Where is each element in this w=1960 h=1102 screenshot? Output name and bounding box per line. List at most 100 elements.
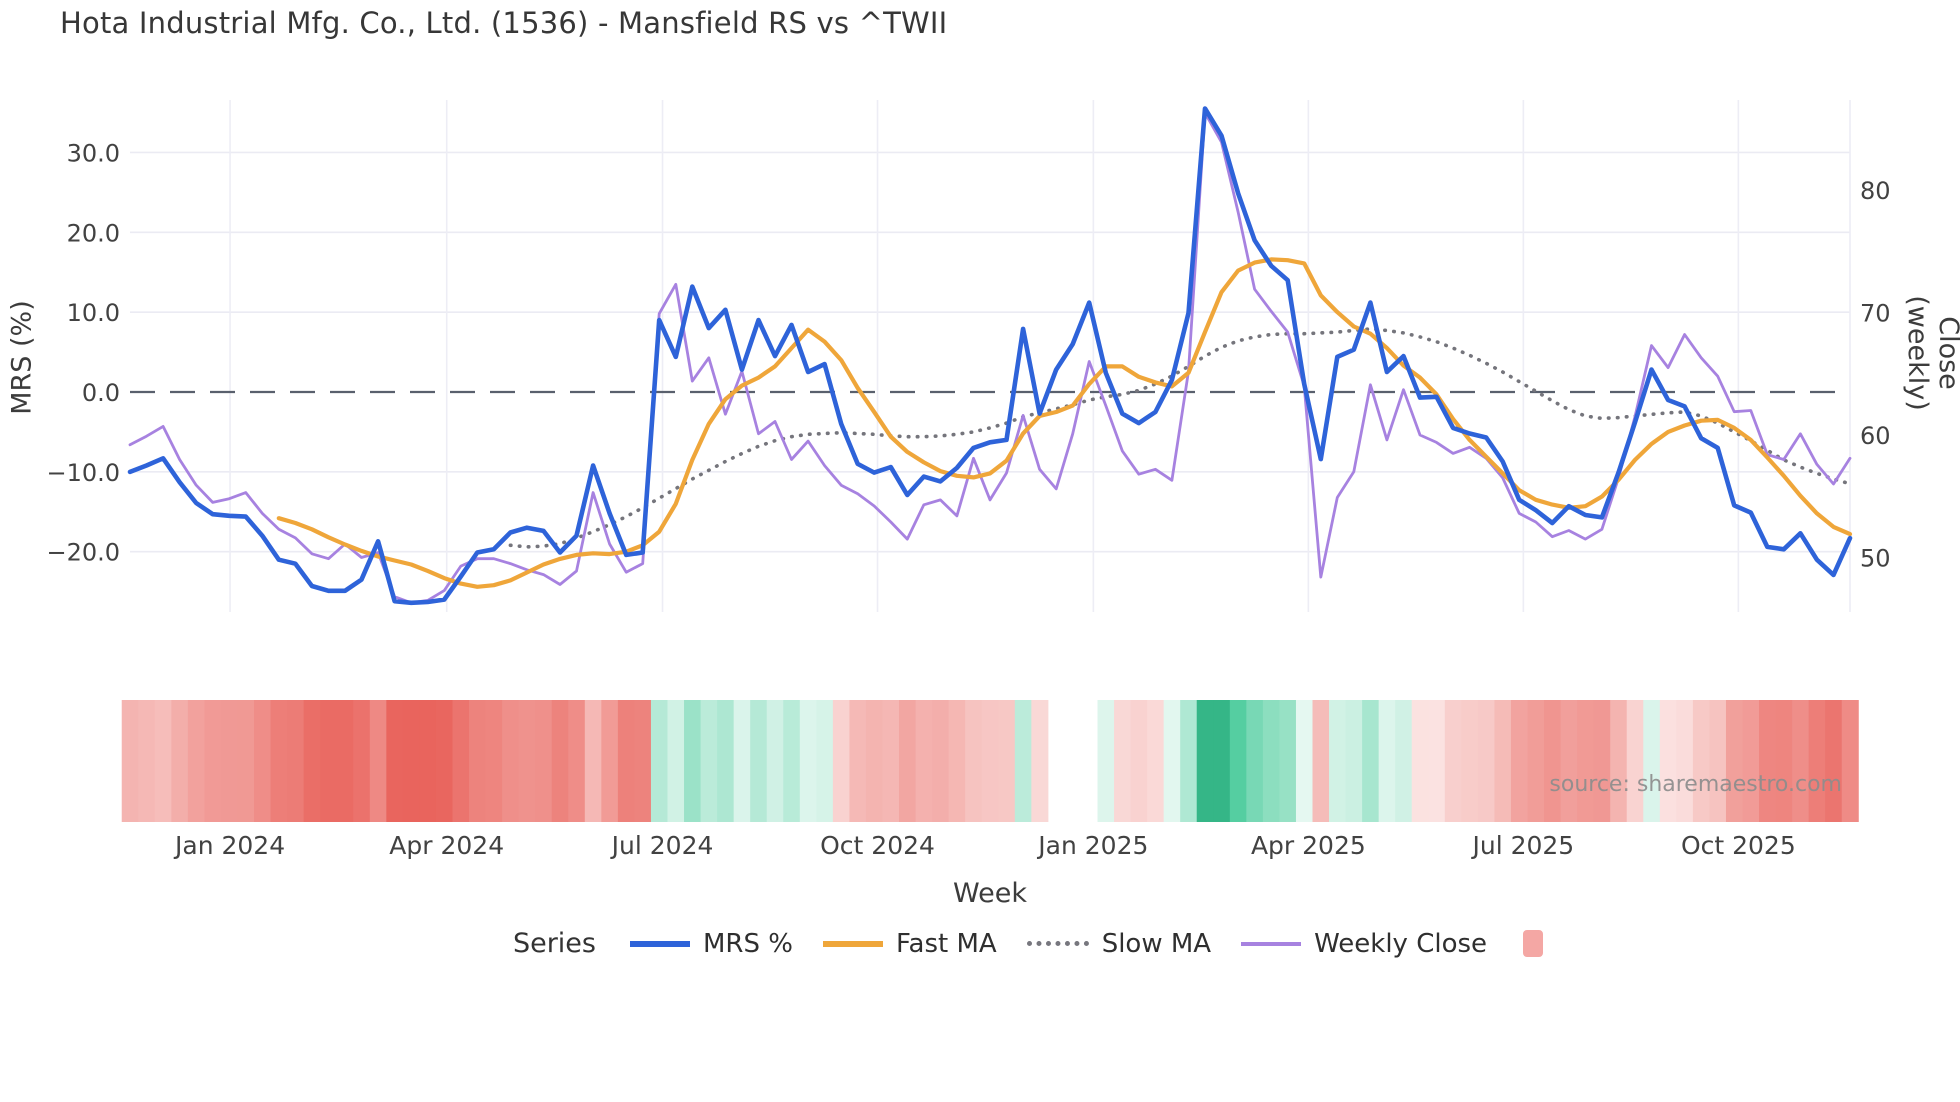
legend-swatch: [822, 940, 883, 947]
heatmap-cell: [1759, 700, 1777, 822]
heatmap-cell: [981, 700, 999, 822]
heatmap-cell: [1246, 700, 1264, 822]
heatmap-cell: [1262, 700, 1280, 822]
series-line-mrs-: [127, 106, 1853, 606]
heatmap-cell: [320, 700, 338, 822]
heatmap-cell: [469, 700, 487, 822]
heatmap-cell: [1461, 700, 1479, 822]
heatmap-cell: [915, 700, 933, 822]
y-right-tick-label: 70: [1860, 300, 1891, 328]
source-watermark: source: sharemaestro.com: [1549, 772, 1842, 797]
series-line-fast-ma: [276, 257, 1853, 589]
heatmap-cell: [138, 700, 156, 822]
heatmap-cell: [783, 700, 801, 822]
legend-label: Slow MA: [1101, 928, 1212, 959]
heatmap-cell: [1808, 700, 1826, 822]
heatmap-cell: [799, 700, 817, 822]
series-line-weekly-close: [128, 111, 1852, 605]
heatmap-cell: [965, 700, 983, 822]
heatmap-cell: [1527, 700, 1545, 822]
heatmap-cell: [1031, 700, 1049, 822]
heatmap-cell: [932, 700, 950, 822]
heatmap-cell: [849, 700, 867, 822]
heatmap-cell: [502, 700, 520, 822]
heatmap-cell: [568, 700, 586, 822]
heatmap-cell: [154, 700, 172, 822]
heatmap-cell: [435, 700, 453, 822]
heatmap-cell: [882, 700, 900, 822]
heatmap-cell: [1659, 700, 1677, 822]
heatmap-cell: [948, 700, 966, 822]
heatmap-cell: [1213, 700, 1231, 822]
heatmap-cell: [865, 700, 883, 822]
heatmap-cell: [1560, 700, 1578, 822]
legend-swatch: [1026, 941, 1089, 946]
heatmap-cell: [1676, 700, 1694, 822]
heatmap-cell: [650, 700, 668, 822]
heatmap-cell: [733, 700, 751, 822]
heatmap-cell: [667, 700, 685, 822]
heatmap-cell: [832, 700, 850, 822]
heatmap-cell: [1196, 700, 1214, 822]
x-tick-label: Oct 2025: [1681, 831, 1796, 860]
heatmap-cell: [700, 700, 718, 822]
heatmap-cell: [1444, 700, 1462, 822]
heatmap-cell: [717, 700, 735, 822]
legend-item-weekly-close: Weekly Close: [1241, 929, 1487, 959]
heatmap-cell: [1147, 700, 1165, 822]
heatmap-cell: [1626, 700, 1644, 822]
heatmap-cell: [402, 700, 420, 822]
heatmap-cell: [1279, 700, 1297, 822]
heatmap-cell: [303, 700, 321, 822]
heatmap-cell: [1792, 700, 1810, 822]
heatmap-cell: [1593, 700, 1611, 822]
heatmap-cell: [1725, 700, 1743, 822]
heatmap-cell: [998, 700, 1016, 822]
legend-item-fast-ma: Fast MA: [822, 928, 997, 959]
heatmap-cell: [121, 700, 139, 822]
heatmap-cell: [1180, 700, 1198, 822]
legend-swatch: [629, 940, 690, 947]
heatmap-cell: [1229, 700, 1247, 822]
heatmap-cell: [750, 700, 768, 822]
heatmap-cell: [1643, 700, 1661, 822]
heatmap-cell: [485, 700, 503, 822]
heatmap-cell: [1329, 700, 1347, 822]
heatmap-cell: [1428, 700, 1446, 822]
heatmap-cell: [1114, 700, 1132, 822]
x-axis-label: Week: [953, 878, 1027, 909]
series-line-slow-ma: [508, 327, 1852, 549]
y-right-tick-label: 80: [1860, 177, 1891, 205]
heatmap-cell: [187, 700, 205, 822]
heatmap-cell: [535, 700, 553, 822]
heatmap-cell: [1362, 700, 1380, 822]
heatmap-cell: [1494, 700, 1512, 822]
x-tick-label: Jan 2025: [1036, 831, 1148, 860]
heatmap-cell: [766, 700, 784, 822]
heatmap-cell: [634, 700, 652, 822]
x-tick-label: Apr 2025: [1251, 831, 1366, 860]
legend-item-slow-ma: Slow MA: [1026, 928, 1212, 959]
y-left-tick-label: 30.0: [67, 139, 120, 167]
heatmap-cell: [1510, 700, 1528, 822]
heatmap-cell: [369, 700, 387, 822]
heatmap-cell: [1097, 700, 1115, 822]
heatmap-cell: [1742, 700, 1760, 822]
heatmap-cell: [1825, 700, 1843, 822]
x-tick-label: Apr 2024: [389, 831, 504, 860]
heatmap-cell: [684, 700, 702, 822]
legend-swatch: [1241, 941, 1302, 946]
heatmap-cell: [1577, 700, 1595, 822]
y-left-tick-label: 20.0: [67, 219, 120, 247]
chart-title: Hota Industrial Mfg. Co., Ltd. (1536) - …: [60, 6, 948, 40]
x-tick-label: Jan 2024: [173, 831, 285, 860]
heatmap-cell: [270, 700, 288, 822]
y-left-tick-label: 10.0: [67, 299, 120, 327]
heatmap-cell: [419, 700, 437, 822]
legend-label: Fast MA: [895, 928, 997, 959]
x-tick-label: Jul 2025: [1470, 831, 1574, 860]
heatmap-cell: [1014, 700, 1032, 822]
heatmap-cell: [1775, 700, 1793, 822]
